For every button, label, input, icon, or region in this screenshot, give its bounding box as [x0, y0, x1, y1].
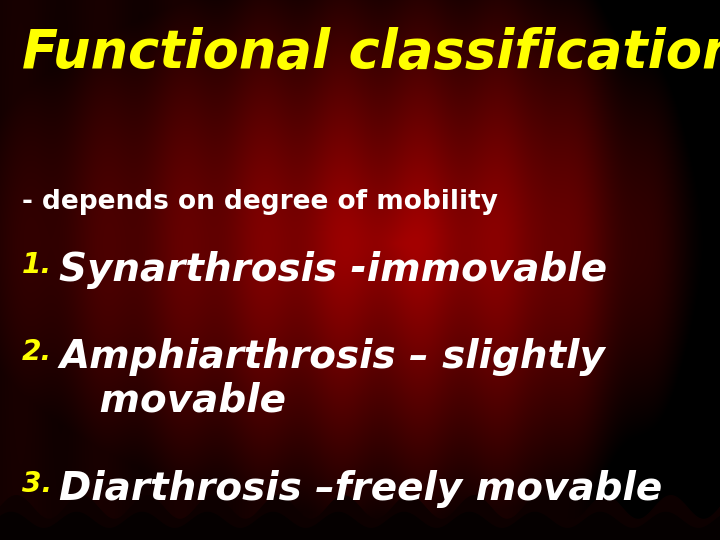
Text: 3.: 3. [22, 470, 52, 498]
Text: 1.: 1. [22, 251, 52, 279]
Text: - depends on degree of mobility: - depends on degree of mobility [22, 189, 498, 215]
Text: Amphiarthrosis – slightly
   movable: Amphiarthrosis – slightly movable [59, 338, 605, 420]
Text: Functional classification: Functional classification [22, 27, 720, 79]
Text: 2.: 2. [22, 338, 52, 366]
Text: Synarthrosis -immovable: Synarthrosis -immovable [59, 251, 607, 289]
Text: Diarthrosis –freely movable: Diarthrosis –freely movable [59, 470, 662, 508]
